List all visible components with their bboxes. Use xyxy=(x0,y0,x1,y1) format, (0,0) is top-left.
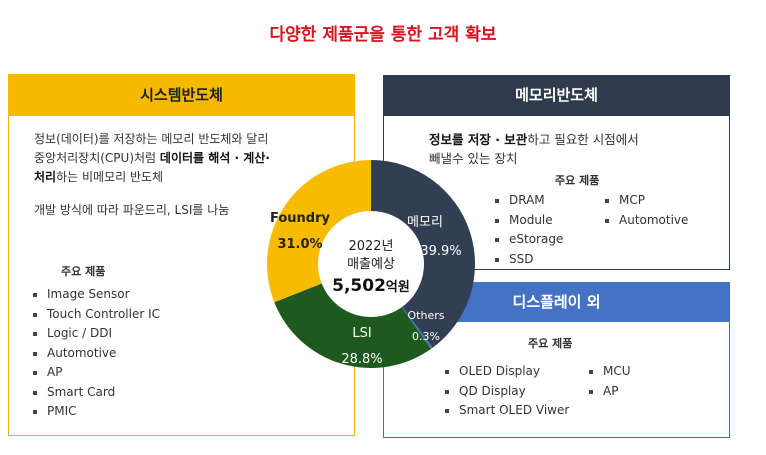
display-products-col1: OLED Display QD Display Smart OLED Viwer xyxy=(443,362,569,421)
display-product-item: AP xyxy=(587,382,631,402)
memory-desc-text: 하고 필요한 시점에서 xyxy=(527,132,639,147)
memory-products-col2: MCP Automotive xyxy=(603,191,688,230)
system-desc-line2: 중앙처리장치(CPU)처럼 데이터를 해석 · 계산· xyxy=(34,149,344,168)
slice-label-메모리: 메모리 xyxy=(407,215,443,230)
system-desc-line1: 정보(데이터)를 저장하는 메모리 반도체와 달리 xyxy=(34,132,269,146)
donut-slice-labels: 메모리 39.9% Others 0.3% LSI 28.8% Foundry 31.0% xyxy=(270,211,462,367)
slice-label-others: Others xyxy=(408,309,445,322)
memory-product-item: eStorage xyxy=(493,230,563,250)
center-value-unit: 억원 xyxy=(386,280,410,295)
system-semiconductor-header: 시스템반도체 xyxy=(8,74,355,116)
memory-desc-line1: 정보를 저장 · 보관하고 필요한 시점에서 xyxy=(429,130,719,149)
memory-description: 정보를 저장 · 보관하고 필요한 시점에서 빼낼수 있는 장치 xyxy=(429,130,719,168)
slice-value-foundry: 31.0% xyxy=(277,237,322,252)
memory-product-item: DRAM xyxy=(493,191,563,211)
page-title: 다양한 제품군을 통한 고객 확보 xyxy=(269,25,497,45)
slice-label-foundry: Foundry xyxy=(270,211,331,226)
memory-desc-line2: 빼낼수 있는 장치 xyxy=(429,151,518,166)
system-product-item: Automotive xyxy=(31,344,160,364)
system-desc-line3-text: 하는 비메모리 반도체 xyxy=(56,170,164,184)
memory-products-col1: DRAM Module eStorage SSD xyxy=(493,191,563,269)
center-value-number: 5,502 xyxy=(332,276,386,296)
memory-product-item: Automotive xyxy=(603,211,688,231)
system-desc-line2-bold: 데이터를 해석 · 계산· xyxy=(159,151,270,165)
display-product-item: QD Display xyxy=(443,382,569,402)
system-desc-line3: 처리하는 비메모리 반도체 xyxy=(34,168,344,187)
slice-value-others: 0.3% xyxy=(412,330,440,343)
system-product-item: Smart Card xyxy=(31,383,160,403)
slice-value-메모리: 39.9% xyxy=(420,244,461,259)
memory-product-item: MCP xyxy=(603,191,688,211)
memory-product-item: Module xyxy=(493,211,563,231)
display-product-item: Smart OLED Viwer xyxy=(443,401,569,421)
center-year: 2022년 xyxy=(348,239,393,254)
donut-slice-lsi xyxy=(274,264,432,369)
system-products-title: 주요 제품 xyxy=(61,265,106,278)
center-label: 매출예상 xyxy=(347,257,395,272)
center-value: 5,502억원 xyxy=(332,276,410,296)
system-product-item: Touch Controller IC xyxy=(31,305,160,325)
display-product-item: MCU xyxy=(587,362,631,382)
system-product-item: Logic / DDI xyxy=(31,324,160,344)
system-desc-line2-text: 중앙처리장치(CPU)처럼 xyxy=(34,151,160,165)
memory-product-item: SSD xyxy=(493,250,563,270)
display-product-item: OLED Display xyxy=(443,362,569,382)
display-products-col2: MCU AP xyxy=(587,362,631,401)
memory-products-title: 주요 제품 xyxy=(555,174,600,187)
memory-semiconductor-header: 메모리반도체 xyxy=(383,75,730,116)
system-products-list: Image Sensor Touch Controller IC Logic / D… xyxy=(31,285,160,422)
system-description: 정보(데이터)를 저장하는 메모리 반도체와 달리 중앙처리장치(CPU)처럼 … xyxy=(34,130,344,187)
slice-label-lsi: LSI xyxy=(352,326,371,341)
memory-desc-bold: 정보를 저장 · 보관 xyxy=(429,132,528,147)
system-product-item: Image Sensor xyxy=(31,285,160,305)
system-description-2: 개발 방식에 따라 파운드리, LSI를 나눔 xyxy=(34,203,230,217)
slice-value-lsi: 28.8% xyxy=(341,352,382,367)
display-products-title: 주요 제품 xyxy=(528,337,573,350)
system-product-item: AP xyxy=(31,363,160,383)
donut-center-hole xyxy=(318,211,424,317)
system-desc-line3-bold: 처리 xyxy=(34,170,57,184)
system-product-item: PMIC xyxy=(31,402,160,422)
